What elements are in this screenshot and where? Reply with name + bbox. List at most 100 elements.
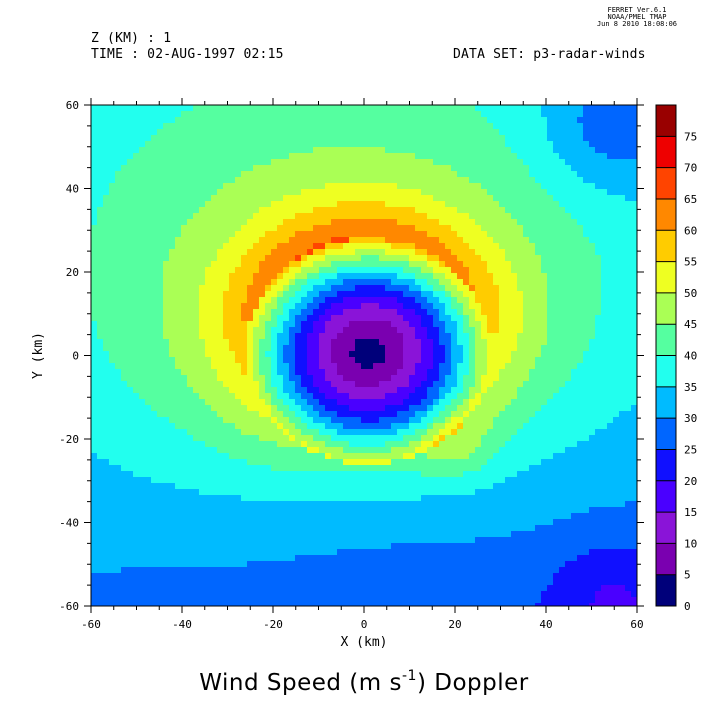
field-cell — [175, 219, 182, 226]
field-cell — [499, 405, 506, 412]
field-cell — [127, 411, 134, 418]
field-cell — [109, 207, 116, 214]
field-cell — [361, 357, 368, 364]
field-cell — [577, 147, 584, 154]
field-cell — [421, 399, 428, 406]
field-cell — [247, 201, 254, 208]
field-cell — [127, 177, 134, 184]
field-cell — [595, 345, 602, 352]
field-cell — [301, 207, 308, 214]
field-cell — [343, 363, 350, 370]
field-cell — [571, 249, 578, 256]
field-cell — [217, 165, 224, 172]
field-cell — [373, 129, 380, 136]
field-cell — [541, 309, 548, 316]
field-cell — [223, 237, 230, 244]
field-cell — [487, 315, 494, 322]
field-cell — [121, 225, 128, 232]
field-cell — [187, 201, 194, 208]
field-cell — [175, 423, 182, 430]
field-cell — [121, 267, 128, 274]
field-cell — [367, 351, 374, 358]
field-cell — [151, 183, 158, 190]
field-cell — [217, 423, 224, 430]
field-cell — [385, 339, 392, 346]
field-cell — [331, 339, 338, 346]
field-cell — [553, 285, 560, 292]
field-cell — [145, 165, 152, 172]
field-cell — [571, 219, 578, 226]
field-cell — [583, 207, 590, 214]
field-cell — [337, 159, 344, 166]
field-cell — [331, 315, 338, 322]
field-cell — [103, 267, 110, 274]
field-cell — [601, 249, 608, 256]
field-cell — [439, 261, 446, 268]
field-cell — [385, 177, 392, 184]
field-cell — [349, 261, 356, 268]
field-cell — [169, 387, 176, 394]
field-cell — [469, 405, 476, 412]
field-cell — [595, 141, 602, 148]
field-cell — [535, 267, 542, 274]
field-cell — [313, 255, 320, 262]
field-cell — [523, 375, 530, 382]
field-cell — [253, 375, 260, 382]
field-cell — [145, 399, 152, 406]
field-cell — [121, 255, 128, 262]
field-cell — [445, 153, 452, 160]
field-cell — [493, 315, 500, 322]
field-cell — [361, 309, 368, 316]
field-cell — [355, 183, 362, 190]
field-cell — [385, 117, 392, 124]
field-cell — [115, 153, 122, 160]
field-cell — [151, 231, 158, 238]
field-cell — [253, 117, 260, 124]
field-cell — [403, 201, 410, 208]
field-cell — [625, 237, 632, 244]
field-cell — [307, 237, 314, 244]
field-cell — [517, 333, 524, 340]
field-cell — [619, 339, 626, 346]
field-cell — [145, 327, 152, 334]
field-cell — [409, 207, 416, 214]
field-cell — [571, 117, 578, 124]
field-cell — [625, 369, 632, 376]
field-cell — [427, 183, 434, 190]
field-cell — [109, 153, 116, 160]
field-cell — [607, 411, 614, 418]
field-cell — [277, 381, 284, 388]
field-cell — [559, 423, 566, 430]
field-cell — [553, 363, 560, 370]
field-cell — [223, 225, 230, 232]
field-cell — [253, 399, 260, 406]
field-cell — [619, 393, 626, 400]
field-cell — [571, 291, 578, 298]
field-cell — [607, 387, 614, 394]
field-cell — [217, 327, 224, 334]
field-cell — [409, 231, 416, 238]
field-cell — [241, 243, 248, 250]
field-cell — [145, 411, 152, 418]
field-cell — [541, 213, 548, 220]
field-cell — [289, 111, 296, 118]
field-cell — [433, 201, 440, 208]
field-cell — [475, 375, 482, 382]
field-cell — [343, 273, 350, 280]
field-cell — [553, 123, 560, 130]
field-cell — [433, 327, 440, 334]
field-cell — [121, 417, 128, 424]
field-cell — [409, 423, 416, 430]
field-cell — [589, 201, 596, 208]
field-cell — [103, 357, 110, 364]
field-cell — [133, 237, 140, 244]
field-cell — [229, 381, 236, 388]
field-cell — [343, 333, 350, 340]
field-cell — [307, 357, 314, 364]
field-cell — [91, 345, 98, 352]
field-cell — [241, 183, 248, 190]
field-cell — [463, 363, 470, 370]
field-cell — [301, 249, 308, 256]
field-cell — [187, 273, 194, 280]
field-cell — [217, 321, 224, 328]
